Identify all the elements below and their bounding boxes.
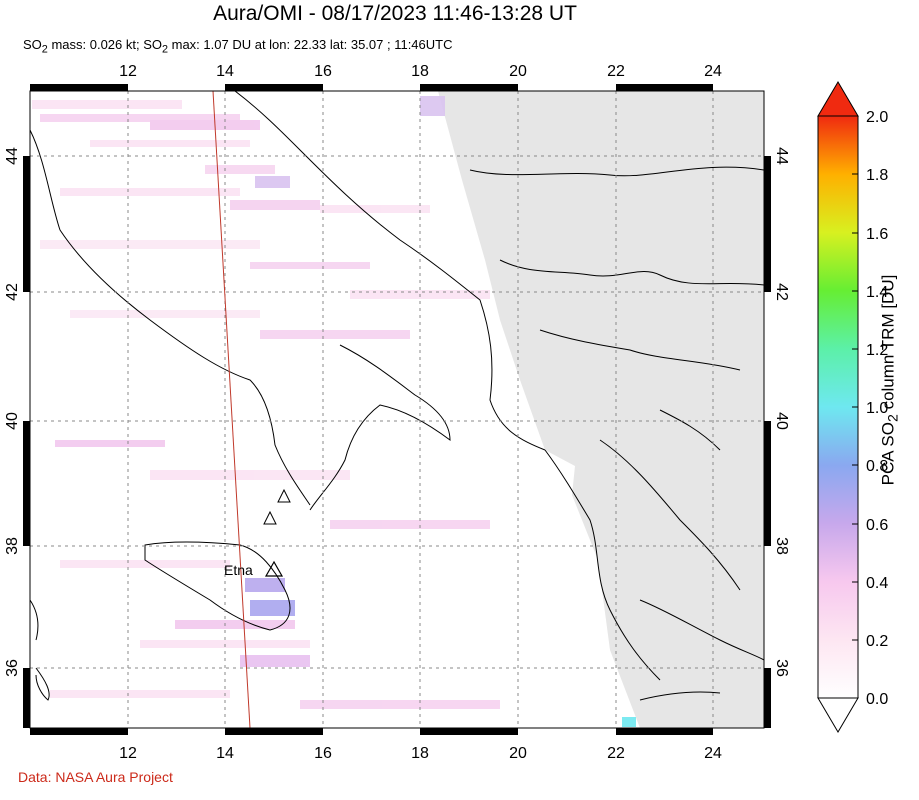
lat-tick-right: 38 [773, 537, 790, 555]
lat-tick-right: 36 [773, 659, 790, 677]
lon-tick-top: 22 [607, 63, 625, 80]
lon-tick-top: 20 [509, 63, 527, 80]
lon-tick-bottom: 24 [704, 745, 722, 762]
lat-tick-right: 44 [773, 147, 790, 165]
lon-tick-top: 24 [704, 63, 722, 80]
lon-tick-top: 16 [314, 63, 332, 80]
lon-tick-top: 12 [119, 63, 137, 80]
lat-tick-left: 44 [4, 147, 21, 165]
colorbar-tick: 1.8 [866, 167, 888, 184]
lon-tick-bottom: 14 [216, 745, 234, 762]
colorbar-max-arrow [818, 82, 858, 116]
lon-tick-top: 18 [411, 63, 429, 80]
volcano-label-etna: Etna [224, 562, 253, 578]
colorbar-tick: 0.4 [866, 575, 888, 592]
data-credit: Data: NASA Aura Project [18, 769, 173, 785]
lon-tick-bottom: 12 [119, 745, 137, 762]
lat-tick-right: 42 [773, 283, 790, 301]
lon-tick-bottom: 16 [314, 745, 332, 762]
colorbar-tick: 2.0 [866, 109, 888, 126]
lon-tick-bottom: 22 [607, 745, 625, 762]
colorbar-tick: 0.0 [866, 691, 888, 708]
lat-tick-right: 40 [773, 412, 790, 430]
colorbar-tick: 0.6 [866, 517, 888, 534]
lat-tick-left: 42 [4, 283, 21, 301]
lat-tick-left: 40 [4, 412, 21, 430]
colorbar-label: PCA SO2 column TRM [DU] [878, 275, 901, 486]
colorbar-tick: 1.6 [866, 226, 888, 243]
colorbar-min-arrow [818, 698, 858, 732]
lon-tick-bottom: 20 [509, 745, 527, 762]
lat-tick-left: 38 [4, 537, 21, 555]
lon-tick-top: 14 [216, 63, 234, 80]
lat-tick-left: 36 [4, 659, 21, 677]
lon-tick-bottom: 18 [411, 745, 429, 762]
colorbar-tick: 0.2 [866, 633, 888, 650]
